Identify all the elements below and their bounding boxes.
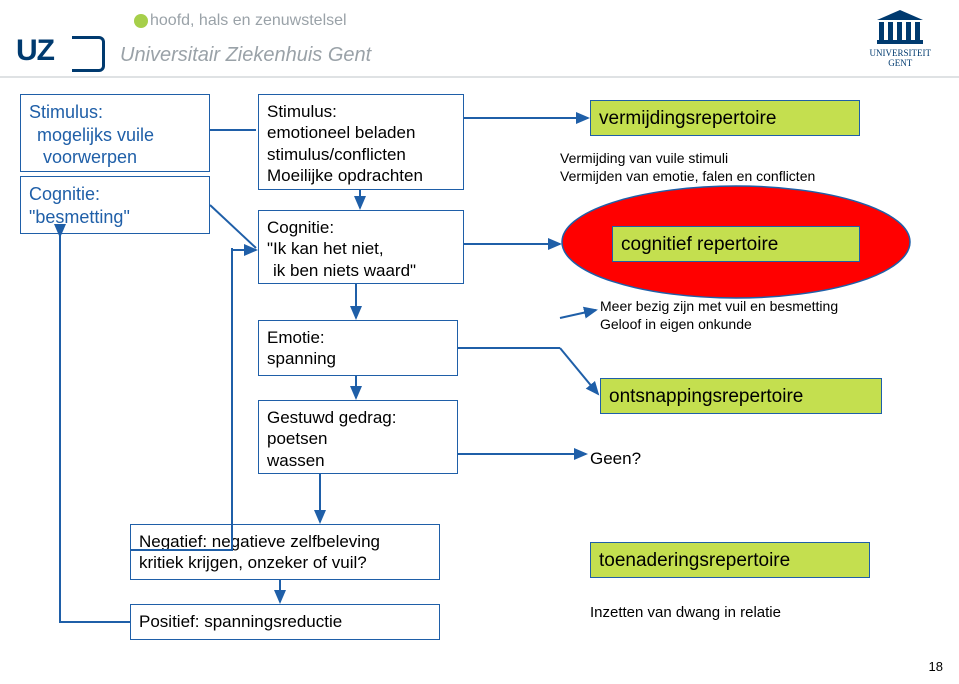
dot-icon bbox=[134, 14, 148, 28]
label: vermijdingsrepertoire bbox=[599, 108, 776, 129]
line: Gestuwd gedrag: bbox=[267, 407, 449, 428]
line: Negatief: negatieve zelfbeleving bbox=[139, 531, 431, 552]
line: Emotie: bbox=[267, 327, 449, 348]
ugent-line2: GENT bbox=[870, 58, 932, 68]
note-meer-bezig: Meer bezig zijn met vuil en besmetting G… bbox=[600, 298, 838, 333]
box-gestuwd-gedrag: Gestuwd gedrag: poetsen wassen bbox=[258, 400, 458, 474]
line: Vermijding van vuile stimuli bbox=[560, 150, 815, 168]
label: toenaderingsrepertoire bbox=[599, 550, 790, 571]
box-vermijdingsrepertoire: vermijdingsrepertoire bbox=[590, 100, 860, 136]
header-rule bbox=[0, 76, 959, 78]
line: voorwerpen bbox=[29, 146, 201, 169]
box-stimulus-emotioneel: Stimulus: emotioneel beladen stimulus/co… bbox=[258, 94, 464, 190]
page-number: 18 bbox=[929, 659, 943, 674]
line: "besmetting" bbox=[29, 206, 201, 229]
line: Moeilijke opdrachten bbox=[267, 165, 455, 186]
line: ik ben niets waard" bbox=[267, 260, 455, 281]
uz-logo-text: UZ bbox=[16, 34, 54, 68]
line: wassen bbox=[267, 450, 449, 471]
box-negatief: Negatief: negatieve zelfbeleving kritiek… bbox=[130, 524, 440, 580]
department-label: hoofd, hals en zenuwstelsel bbox=[150, 12, 347, 30]
label: Cognitie: bbox=[29, 183, 201, 206]
box-cognitief-repertoire: cognitief repertoire bbox=[612, 226, 860, 262]
line: poetsen bbox=[267, 428, 449, 449]
line: spanning bbox=[267, 348, 449, 369]
line: Stimulus: bbox=[267, 101, 455, 122]
box-cognitie-ikkan: Cognitie: "Ik kan het niet, ik ben niets… bbox=[258, 210, 464, 284]
text: Inzetten van dwang in relatie bbox=[590, 604, 781, 621]
box-toenaderingsrepertoire: toenaderingsrepertoire bbox=[590, 542, 870, 578]
line: Cognitie: bbox=[267, 217, 455, 238]
box-cognitie-besmetting: Cognitie: "besmetting" bbox=[20, 176, 210, 234]
text: Geen? bbox=[590, 449, 641, 468]
line: "Ik kan het niet, bbox=[267, 238, 455, 259]
note-inzetten: Inzetten van dwang in relatie bbox=[590, 604, 781, 623]
line: Positief: spanningsreductie bbox=[139, 611, 431, 632]
line: Vermijden van emotie, falen en conflicte… bbox=[560, 168, 815, 186]
box-positief: Positief: spanningsreductie bbox=[130, 604, 440, 640]
line: Geloof in eigen onkunde bbox=[600, 316, 838, 334]
label: Stimulus: bbox=[29, 101, 201, 124]
ugent-logo: UNIVERSITEIT GENT bbox=[870, 10, 932, 68]
hospital-name: Universitair Ziekenhuis Gent bbox=[120, 44, 371, 67]
line: mogelijks vuile bbox=[29, 124, 201, 147]
line: stimulus/conflicten bbox=[267, 144, 455, 165]
ugent-line1: UNIVERSITEIT bbox=[870, 48, 932, 58]
box-ontsnappingsrepertoire: ontsnappingsrepertoire bbox=[600, 378, 882, 414]
temple-icon bbox=[875, 10, 925, 44]
line: kritiek krijgen, onzeker of vuil? bbox=[139, 552, 431, 573]
note-vermijding: Vermijding van vuile stimuli Vermijden v… bbox=[560, 150, 815, 185]
line: emotioneel beladen bbox=[267, 122, 455, 143]
box-stimulus-voorwerpen: Stimulus: mogelijks vuile voorwerpen bbox=[20, 94, 210, 172]
line: Meer bezig zijn met vuil en besmetting bbox=[600, 298, 838, 316]
label: ontsnappingsrepertoire bbox=[609, 386, 803, 407]
uz-logo-shape-icon bbox=[72, 36, 105, 72]
box-emotie-spanning: Emotie: spanning bbox=[258, 320, 458, 376]
note-geen: Geen? bbox=[590, 448, 641, 469]
slide-header: hoofd, hals en zenuwstelsel UZ Universit… bbox=[0, 0, 959, 78]
label: cognitief repertoire bbox=[621, 234, 778, 255]
